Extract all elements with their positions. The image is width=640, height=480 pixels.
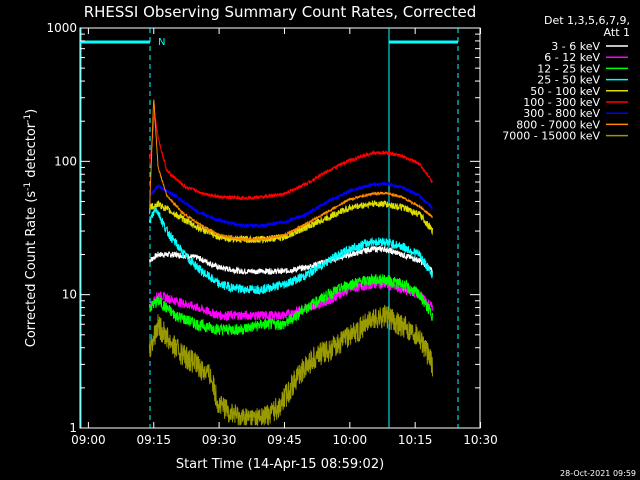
y-axis-label-main: Corrected Count Rate (s <box>24 191 39 348</box>
y-tick-label: 100 <box>54 154 77 168</box>
y-axis-label: Corrected Count Rate (s-1 detector-1) <box>23 109 39 347</box>
y-tick-label: 10 <box>62 288 77 302</box>
legend-entry-label: 6 - 12 keV <box>544 51 600 64</box>
series-line <box>148 200 433 244</box>
y-axis-label-sup1: -1 <box>23 182 33 191</box>
legend-entry-label: 12 - 25 keV <box>537 62 600 75</box>
series-line <box>148 112 433 201</box>
series-line <box>148 206 433 296</box>
legend-entry-label: 300 - 800 keV <box>523 107 600 120</box>
series-line <box>148 245 433 276</box>
series-line <box>148 304 433 426</box>
legend-entry-label: 25 - 50 keV <box>537 74 600 87</box>
x-tick-label: 09:15 <box>136 433 171 447</box>
x-tick-label: 09:45 <box>267 433 302 447</box>
x-tick-label: 10:15 <box>398 433 433 447</box>
footer-date: 28-Oct-2021 09:59 <box>560 469 636 478</box>
y-axis-label-mid: detector <box>24 122 39 182</box>
series-line <box>148 99 433 243</box>
x-tick-label: 09:00 <box>71 433 106 447</box>
y-tick-label: 1000 <box>46 21 77 35</box>
legend-title-2: Att 1 <box>604 26 630 39</box>
x-tick-label: 10:00 <box>333 433 368 447</box>
series-line <box>148 273 433 336</box>
night-marker-label: N <box>158 37 165 48</box>
legend-entry-label: 3 - 6 keV <box>551 40 600 53</box>
chart-title: RHESSI Observing Summary Count Rates, Co… <box>84 3 477 21</box>
y-axis-label-sup2: -1 <box>23 114 33 123</box>
legend-entry-label: 800 - 7000 keV <box>516 118 600 131</box>
x-tick-label: 10:30 <box>463 433 498 447</box>
x-tick-label: 09:30 <box>202 433 237 447</box>
legend-entry-label: 50 - 100 keV <box>530 85 600 98</box>
y-tick-label: 1 <box>69 421 77 435</box>
legend-title-1: Det 1,3,5,6,7,9, <box>544 14 630 27</box>
x-axis-label: Start Time (14-Apr-15 08:59:02) <box>176 457 384 472</box>
plot-frame <box>79 27 481 429</box>
legend-entry-label: 100 - 300 keV <box>523 96 600 109</box>
y-axis-label-end: ) <box>24 109 39 114</box>
legend-entry-label: 7000 - 15000 keV <box>502 130 600 143</box>
series-line <box>148 180 433 229</box>
